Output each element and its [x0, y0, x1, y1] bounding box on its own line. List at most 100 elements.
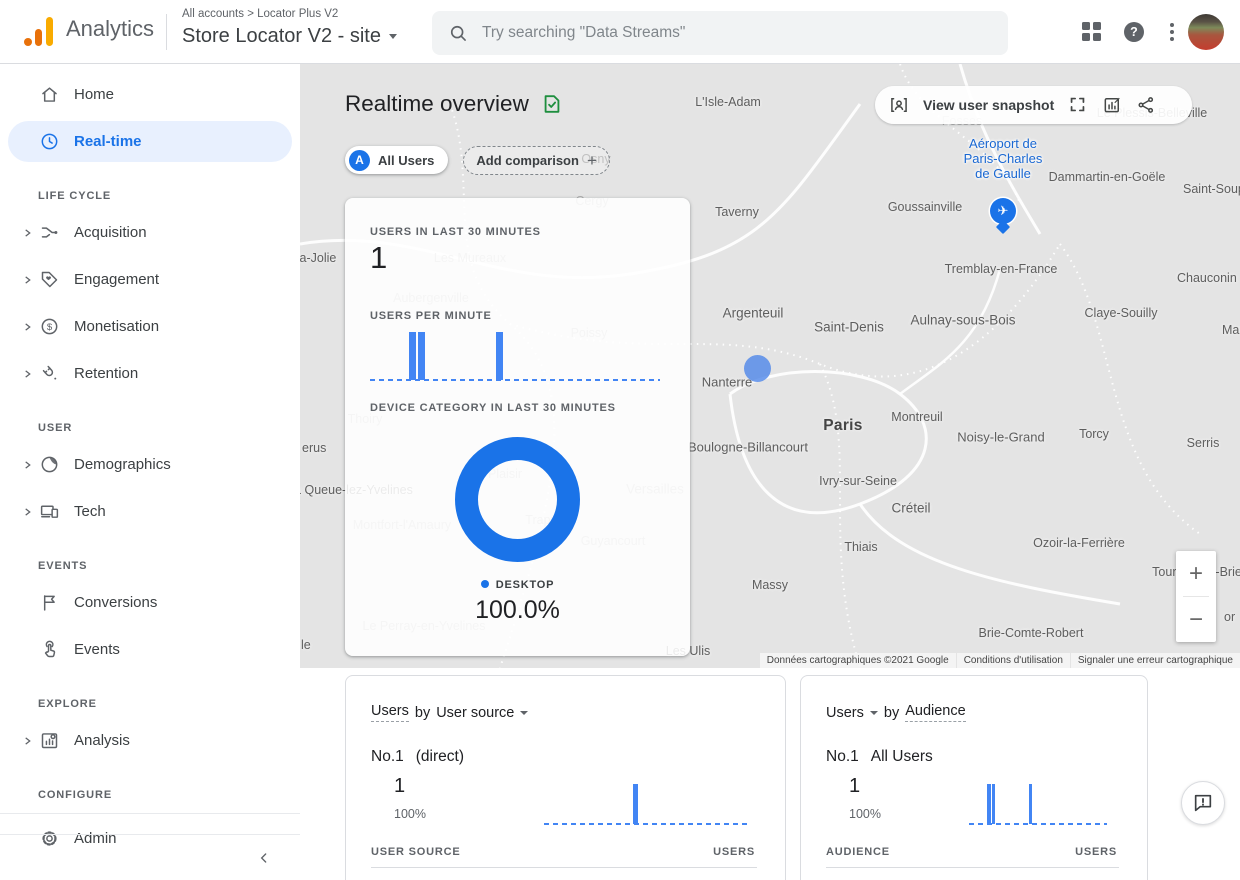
property-selector[interactable]: Store Locator V2 - site [182, 25, 397, 48]
feedback-bubble-icon [1194, 794, 1212, 812]
chart-bar [1028, 784, 1033, 824]
users-30min-value: 1 [370, 240, 388, 275]
card-title-audience[interactable]: Users by Audience [826, 703, 966, 722]
sidebar-item-label: Engagement [74, 271, 160, 288]
sidebar-section-events: EVENTS [38, 560, 88, 572]
legend-dot-icon [480, 580, 489, 588]
realtime-map[interactable]: L'Isle-AdamFossesLe Plessis-BellevilleOs… [300, 64, 1240, 668]
data-quality-check-icon[interactable] [541, 93, 563, 115]
help-icon[interactable]: ? [1124, 22, 1144, 42]
sidebar-item-acquisition[interactable]: Acquisition [0, 212, 300, 257]
expand-arrow-icon [16, 228, 38, 238]
map-label-brie-comte-robert: Brie-Comte-Robert [978, 626, 1084, 640]
sidebar-item-monetisation[interactable]: $ Monetisation [0, 306, 300, 351]
top-row: No.1 (direct) [371, 748, 464, 766]
map-label-noisy-le-grand: Noisy-le-Grand [957, 429, 1045, 445]
sidebar-item-tech[interactable]: Tech [0, 491, 300, 536]
map-label-montreuil: Montreuil [891, 410, 943, 424]
apps-grid-icon[interactable] [1082, 22, 1102, 42]
chart-bar [992, 784, 996, 824]
map-label-erus: erus [302, 441, 327, 455]
metric-selector[interactable]: Users [371, 703, 409, 722]
share-icon[interactable] [1136, 95, 1156, 115]
sidebar-item-label: Real-time [74, 133, 142, 150]
device-category-donut-chart[interactable] [455, 437, 580, 562]
feedback-button[interactable] [1181, 781, 1225, 825]
chevron-down-icon [869, 710, 878, 715]
map-label-claye-souilly: Claye-Souilly [1084, 306, 1158, 320]
map-attribution-link-1[interactable]: Conditions d'utilisation [956, 653, 1070, 668]
retention-icon [38, 363, 60, 385]
rank-value: All Users [870, 748, 933, 765]
rank-label: No.1 [371, 748, 404, 765]
map-label-tremblay-en-france: Tremblay-en-France [944, 262, 1058, 276]
map-attribution-text: Données cartographiques ©2021 Google [759, 653, 956, 668]
sidebar-item-engagement[interactable]: Engagement [0, 259, 300, 304]
acquisition-icon [38, 222, 60, 244]
add-comparison-button[interactable]: Add comparison + [463, 146, 610, 175]
sidebar-item-analysis[interactable]: Analysis [0, 720, 300, 765]
property-name[interactable]: Store Locator V2 - site [182, 25, 381, 47]
dimension-selector[interactable]: Audience [905, 703, 966, 722]
user-source-sparkline[interactable] [544, 781, 749, 825]
sidebar-item-conversions[interactable]: Conversions [0, 582, 300, 627]
map-label-le: le [301, 638, 311, 652]
users-per-minute-chart[interactable] [370, 329, 660, 381]
user-location-dot [744, 355, 771, 382]
sidebar-item-events[interactable]: Events [0, 629, 300, 674]
map-label-dammartin-en-go-le: Dammartin-en-Goële [1048, 170, 1166, 184]
sidebar-item-label: Events [74, 641, 120, 658]
map-label-goussainville: Goussainville [887, 200, 963, 214]
sidebar-section-configure: CONFIGURE [38, 789, 113, 801]
logo-dot [24, 38, 32, 46]
sidebar-item-retention[interactable]: Retention [0, 353, 300, 398]
map-label-nanterre: Nanterre [701, 374, 753, 390]
monetisation-icon: $ [38, 316, 60, 338]
map-attribution-link-2[interactable]: Signaler une erreur cartographique [1070, 653, 1240, 668]
breadcrumb-current[interactable]: Locator Plus V2 [257, 8, 339, 20]
edit-chart-icon[interactable] [1102, 95, 1122, 115]
airport-label-line1: Aéroport de [969, 136, 1037, 151]
clock-icon [38, 131, 60, 153]
audience-sparkline[interactable] [969, 781, 1107, 825]
metric-selector[interactable]: Users [826, 704, 864, 721]
search-input[interactable] [480, 23, 992, 43]
tech-icon [38, 501, 60, 523]
rank-value: (direct) [415, 748, 464, 765]
page-title-row: Realtime overview [345, 91, 563, 117]
sidebar-item-home[interactable]: Home [0, 74, 300, 119]
map-label-boulogne-billancourt: Boulogne-Billancourt [688, 439, 808, 455]
dimension-selector[interactable]: User source [436, 704, 515, 721]
all-users-chip[interactable]: A All Users [345, 146, 449, 174]
map-label-thiais: Thiais [844, 540, 878, 554]
chart-bar [987, 784, 991, 824]
breadcrumb-root[interactable]: All accounts [182, 8, 245, 20]
sidebar-collapse-button[interactable] [0, 834, 300, 880]
map-label-mantes-la-jolie: Mantes-la-Jolie [300, 251, 337, 265]
sidebar-item-pill: Tech [8, 491, 292, 532]
card-title-user-source[interactable]: Users by User source [371, 703, 529, 722]
view-user-snapshot-button[interactable]: View user snapshot [923, 97, 1055, 113]
expand-arrow-icon [16, 736, 38, 746]
comparison-chips: A All Users Add comparison + [345, 146, 610, 175]
avatar[interactable] [1188, 14, 1224, 50]
breadcrumb[interactable]: All accounts > Locator Plus V2 [182, 8, 338, 20]
card-title-mid: by [414, 704, 431, 721]
expand-arrow-icon [16, 507, 38, 517]
search-bar[interactable] [432, 11, 1008, 55]
fullscreen-icon[interactable] [1068, 95, 1088, 115]
zoom-in-button[interactable]: + [1188, 559, 1203, 587]
sidebar-item-demographics[interactable]: Demographics [0, 444, 300, 489]
map-label-argenteuil: Argenteuil [722, 305, 784, 321]
kebab-menu-icon[interactable] [1162, 22, 1182, 42]
sidebar-item-label: Acquisition [74, 224, 147, 241]
header-divider [166, 14, 167, 50]
analytics-logo-icon[interactable] [24, 17, 54, 46]
users-by-audience-card: Users by Audience No.1 All Users 1 100% A… [800, 675, 1148, 880]
table-header: AUDIENCE USERS [826, 846, 1117, 858]
map-attribution: Données cartographiques ©2021 Google Cond… [759, 653, 1240, 668]
zoom-out-button[interactable]: − [1188, 605, 1203, 633]
donut-legend: DESKTOP [345, 579, 690, 591]
sidebar-item-real-time[interactable]: Real-time [0, 121, 300, 166]
